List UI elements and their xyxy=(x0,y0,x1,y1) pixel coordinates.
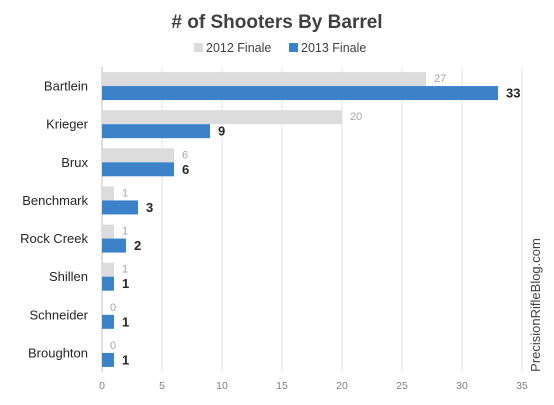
x-tick-label: 30 xyxy=(456,380,468,392)
data-label-2013: 1 xyxy=(122,314,129,329)
bar-2012 xyxy=(102,72,426,87)
chart-title: # of Shooters By Barrel xyxy=(171,12,382,33)
data-label-2013: 33 xyxy=(506,86,520,101)
legend-swatch xyxy=(194,43,203,52)
bar-2012 xyxy=(102,262,114,277)
bar-2013 xyxy=(102,86,498,101)
bar-2013 xyxy=(102,276,114,291)
x-tick-label: 5 xyxy=(159,380,165,392)
category-label: Broughton xyxy=(28,345,88,360)
data-label-2012: 1 xyxy=(122,226,128,238)
x-tick-label: 0 xyxy=(99,380,105,392)
bar-2013 xyxy=(102,352,114,367)
bar-2013 xyxy=(102,162,174,177)
data-label-2012: 1 xyxy=(122,264,128,276)
category-label: Brux xyxy=(61,155,88,170)
legend-label: 2012 Finale xyxy=(206,41,271,55)
bars xyxy=(102,72,498,367)
legend: 2012 Finale 2013 Finale xyxy=(194,41,366,55)
data-label-2013: 9 xyxy=(218,124,225,139)
category-label: Rock Creek xyxy=(20,231,88,246)
x-tick-label: 10 xyxy=(216,380,228,392)
data-label-2012: 0 xyxy=(110,302,116,314)
x-tick-label: 35 xyxy=(516,380,528,392)
x-tick-label: 20 xyxy=(336,380,348,392)
data-label-2012: 20 xyxy=(350,111,362,123)
data-label-2012: 1 xyxy=(122,187,128,199)
category-label: Schneider xyxy=(29,307,88,322)
bar-2013 xyxy=(102,200,138,215)
x-axis-ticks: 0 5 10 15 20 25 30 35 xyxy=(99,380,528,392)
bar-2013 xyxy=(102,238,126,253)
bar-2012 xyxy=(102,186,114,201)
data-label-2012: 27 xyxy=(434,73,446,85)
data-label-2013: 6 xyxy=(182,162,189,177)
data-label-2012: 0 xyxy=(110,340,116,352)
data-label-2013: 1 xyxy=(122,352,129,367)
legend-swatch xyxy=(289,43,298,52)
x-tick-label: 15 xyxy=(276,380,288,392)
x-tick-label: 25 xyxy=(396,380,408,392)
data-label-2013: 1 xyxy=(122,276,129,291)
category-label: Benchmark xyxy=(22,193,88,208)
category-label: Bartlein xyxy=(44,79,88,94)
category-label: Shillen xyxy=(49,269,88,284)
legend-label: 2013 Finale xyxy=(301,41,366,55)
watermark: PrecisionRifleBlog.com xyxy=(528,238,543,372)
data-label-2013: 3 xyxy=(146,200,153,215)
bar-2012 xyxy=(102,110,342,125)
bar-2013 xyxy=(102,124,210,139)
bar-2012 xyxy=(102,148,174,163)
data-label-2012: 6 xyxy=(182,149,188,161)
category-label: Krieger xyxy=(46,117,89,132)
category-labels: Bartlein Krieger Brux Benchmark Rock Creek Sh… xyxy=(20,79,89,361)
data-label-2013: 2 xyxy=(134,238,141,253)
bar-2012 xyxy=(102,224,114,239)
bar-2013 xyxy=(102,314,114,329)
